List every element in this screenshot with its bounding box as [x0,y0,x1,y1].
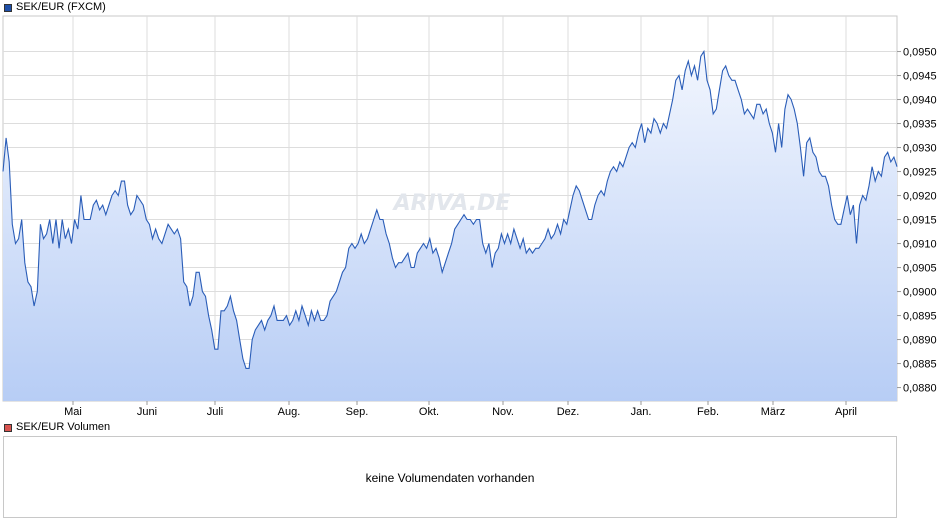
volume-empty-message: keine Volumendaten vorhanden [365,471,535,485]
y-tick-label: 0,0910 [903,239,937,251]
main-legend-label: SEK/EUR (FXCM) [16,1,106,13]
legend-swatch-volume [4,423,12,432]
y-tick-label: 0,0905 [903,263,937,275]
y-tick-label: 0,0925 [903,167,937,179]
y-tick-label: 0,0895 [903,311,937,323]
y-tick-label: 0,0930 [903,143,937,155]
ariva-watermark: ARIVA.DE [392,191,511,216]
x-tick-label: Aug. [278,406,301,418]
y-tick-label: 0,0945 [903,71,937,83]
y-tick-label: 0,0935 [903,119,937,131]
x-tick-label: April [835,406,857,418]
y-tick-label: 0,0920 [903,191,937,203]
volume-legend: SEK/EUR Volumen [4,421,110,434]
series-line [2,49,898,369]
main-legend: SEK/EUR (FXCM) [4,1,106,14]
price-chart: 0,0880 0,0885 0,0890 0,0895 0,0900 0,0905 0,09… [2,15,937,418]
y-tick-label: 0,0880 [903,383,937,395]
y-tick-label: 0,0940 [903,95,937,107]
x-tick-label: Juli [207,406,224,418]
y-tick-label: 0,0915 [903,215,937,227]
x-tick-label: Jan. [631,406,652,418]
x-tick-label: Dez. [557,406,580,418]
x-tick-label: Juni [137,406,157,418]
x-tick-label: Nov. [492,406,514,418]
series-area [3,51,897,401]
volume-panel: keine Volumendaten vorhanden [3,436,897,518]
x-tick-label: Mai [64,406,82,418]
volume-legend-label: SEK/EUR Volumen [16,421,111,433]
y-tick-label: 0,0885 [903,359,937,371]
x-tick-label: Sep. [346,406,369,418]
y-tick-label: 0,0950 [903,47,937,59]
x-tick-label: Okt. [419,406,439,418]
y-tick-label: 0,0890 [903,335,937,347]
y-tick-label: 0,0900 [903,287,937,299]
x-tick-label: März [761,406,785,418]
legend-swatch-main [4,3,12,12]
x-tick-label: Feb. [697,406,719,418]
